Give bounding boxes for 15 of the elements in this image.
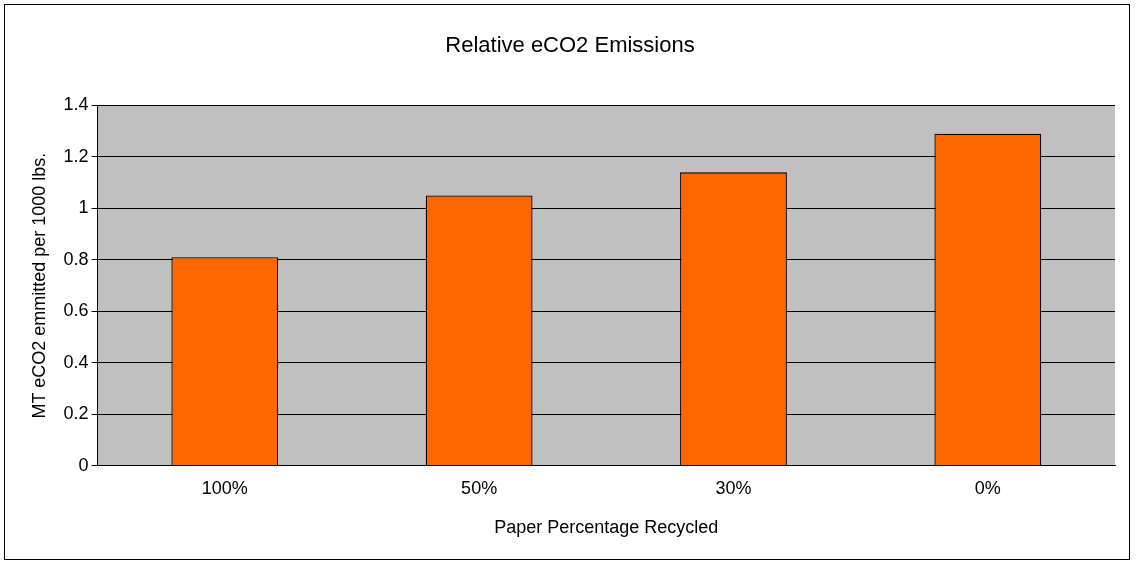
y-tick-label: 0.8: [63, 248, 89, 269]
y-tick-label: 0.4: [63, 351, 89, 372]
y-tick-label: 1.4: [63, 94, 89, 115]
x-axis-title: Paper Percentage Recycled: [494, 517, 719, 538]
y-axis-title: MT eCO2 emmitted per 1000 lbs.: [28, 152, 49, 419]
chart-title: Relative eCO2 Emissions: [445, 32, 695, 58]
x-tick-label: 0%: [974, 477, 1001, 498]
y-tick-label: 1.2: [63, 145, 89, 166]
x-tick-label: 50%: [461, 477, 498, 498]
x-tick-label: 100%: [201, 477, 248, 498]
y-tick-label: 0.2: [63, 403, 89, 424]
x-tick-label: 30%: [715, 477, 752, 498]
y-tick-label: 0: [78, 454, 89, 475]
y-tick-label: 1: [78, 197, 89, 218]
y-tick-label: 0.6: [63, 300, 89, 321]
